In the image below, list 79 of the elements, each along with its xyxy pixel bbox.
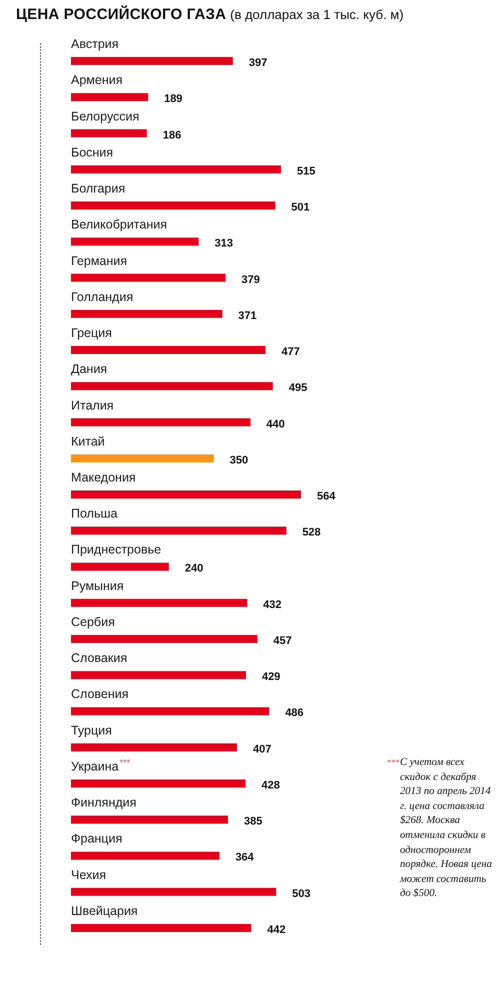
data-label: 503 (292, 888, 310, 900)
y-tick-label: Словакия (71, 651, 128, 666)
y-tick-label: Финляндия (71, 796, 136, 810)
data-label: 528 (302, 526, 321, 539)
bar (71, 526, 286, 535)
bar (71, 562, 169, 571)
annotation: *** (120, 757, 131, 768)
data-label: 371 (238, 310, 257, 322)
bar (71, 490, 301, 498)
y-tick-label: Армения (71, 73, 122, 88)
bar (71, 779, 246, 788)
bar (71, 634, 258, 643)
bar (71, 382, 273, 390)
data-label: 477 (282, 346, 300, 358)
y-tick-label: Сербия (71, 614, 115, 629)
bar (71, 852, 220, 860)
bar (71, 816, 228, 824)
y-tick-label: Украина (71, 759, 119, 774)
data-label: 385 (244, 816, 262, 828)
y-tick-label: Румыния (71, 578, 124, 593)
data-label: 379 (242, 274, 260, 286)
y-tick-label: Турция (71, 723, 112, 738)
data-label: 364 (235, 852, 255, 864)
y-tick-label: Белоруссия (71, 109, 140, 124)
y-tick-label: Босния (71, 145, 114, 160)
bar (71, 310, 222, 318)
y-tick-label: Словения (71, 687, 129, 702)
y-tick-label: Македония (71, 470, 136, 484)
y-tick-label: Болгария (71, 182, 126, 196)
bar (71, 57, 233, 66)
data-label: 501 (291, 202, 310, 214)
chart-title: ЦЕНА РОССИЙСКОГО ГАЗА (16, 6, 226, 23)
y-tick-label: Австрия (71, 37, 119, 52)
bar (71, 418, 250, 426)
bar (71, 924, 252, 932)
y-tick-label: Швейцария (71, 904, 138, 918)
text: ***С учетом всех скидок с декабря 2013 по апрель 2014 г. цена составляла $268. Москва отменила скидки в одностороннем порядке. Новая цена может составить до $500. (387, 757, 492, 900)
y-tick-label: Чехия (71, 868, 106, 882)
data-label: 564 (317, 490, 336, 502)
chart-subtitle: (в долларах за 1 тыс. куб. м) (230, 7, 404, 22)
bar (71, 454, 214, 462)
data-label: 313 (214, 238, 233, 250)
data-label: 407 (252, 743, 272, 756)
bar (71, 165, 282, 174)
data-label: 186 (162, 129, 182, 142)
data-label: 428 (262, 779, 280, 792)
data-label: 495 (288, 382, 308, 394)
y-tick-label: Польша (71, 506, 118, 521)
bar (71, 274, 226, 282)
y-tick-label: Германия (71, 254, 128, 268)
y-tick-label: Приднестровье (71, 542, 162, 557)
bar (71, 202, 276, 210)
data-label: 432 (263, 598, 282, 611)
data-label: 442 (267, 924, 286, 936)
data-label: 440 (266, 418, 285, 430)
data-label: 397 (248, 57, 268, 70)
bar (71, 888, 276, 896)
data-label: 515 (297, 165, 316, 178)
bar (71, 129, 147, 138)
y-tick-label: Великобритания (71, 218, 167, 232)
bar (71, 743, 237, 752)
bar (71, 346, 266, 354)
data-label: 350 (230, 454, 248, 466)
bar (71, 93, 148, 102)
data-label: 486 (285, 707, 304, 720)
bar (71, 598, 248, 607)
y-tick-label: Франция (71, 832, 122, 846)
bar (71, 707, 270, 716)
y-tick-label: Дания (71, 362, 108, 376)
bar (71, 238, 199, 246)
y-tick-label: Греция (71, 326, 112, 340)
y-tick-label: Голландия (71, 290, 134, 304)
data-label: 457 (273, 634, 292, 647)
data-label: 240 (184, 562, 204, 575)
y-tick-label: Китай (71, 434, 105, 448)
bar (71, 671, 246, 680)
data-label: 429 (262, 671, 280, 684)
data-label: 189 (164, 93, 182, 106)
y-tick-label: Италия (71, 398, 114, 412)
